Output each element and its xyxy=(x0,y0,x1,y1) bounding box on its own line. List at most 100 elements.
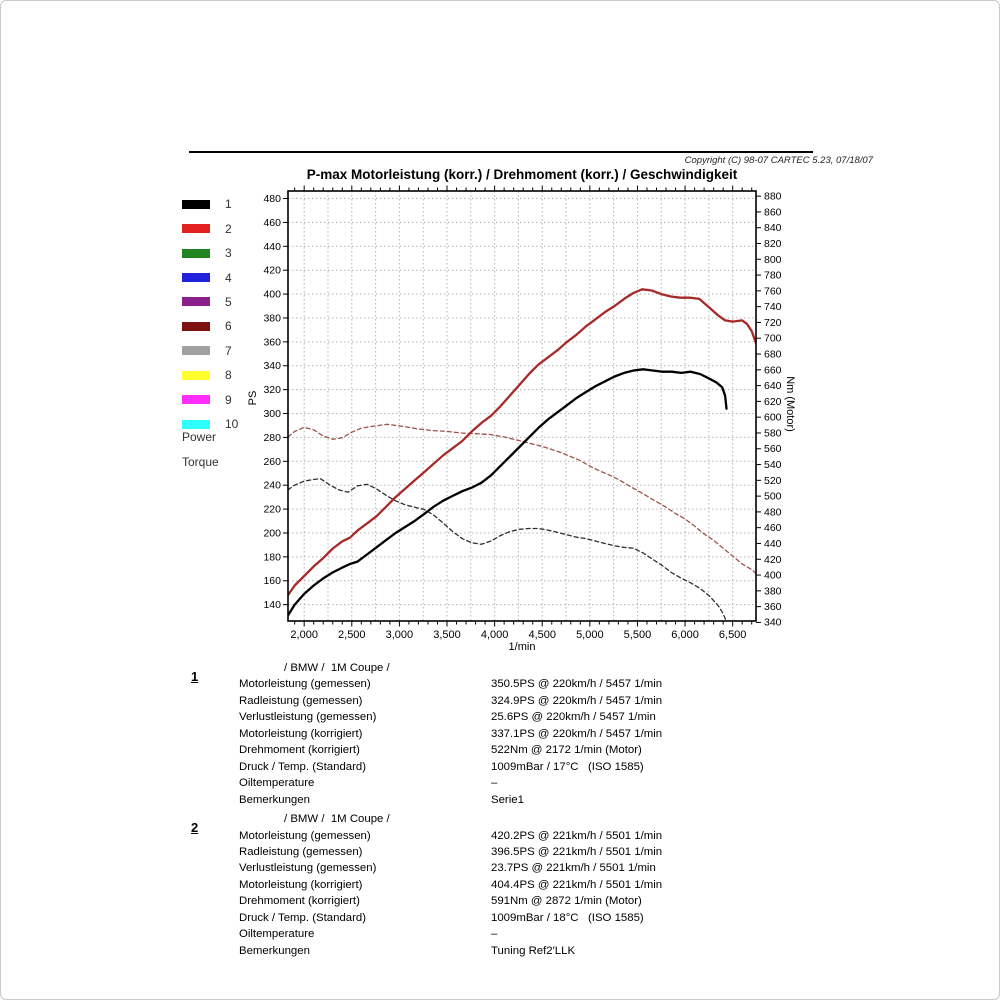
legend-item-9: 9 xyxy=(182,388,238,412)
y-right-tick-label: 520 xyxy=(764,475,782,487)
legend-item-2: 2 xyxy=(182,216,238,240)
result-value: 420.2PS @ 221km/h / 5501 1/min xyxy=(491,829,663,842)
result-value: Tuning Ref2'LLK xyxy=(491,944,576,957)
y-left-tick-label: 240 xyxy=(263,480,281,492)
y-left-tick-label: 400 xyxy=(263,289,281,301)
result-label: Bemerkungen xyxy=(239,793,310,806)
y-right-tick-label: 480 xyxy=(764,506,782,518)
gridlines xyxy=(288,191,756,621)
x-tick-label: 4,500 xyxy=(528,629,556,641)
y-right-tick-label: 780 xyxy=(764,270,782,282)
result-value: – xyxy=(491,928,498,941)
result-value: 591Nm @ 2872 1/min (Motor) xyxy=(491,895,642,908)
plot-frame xyxy=(287,190,757,622)
result-label: Oiltemperature xyxy=(239,777,315,790)
legend-number: 6 xyxy=(225,319,232,334)
legend-item-7: 7 xyxy=(182,339,238,363)
y-left-tick-label: 280 xyxy=(263,432,281,444)
x-tick-label: 5,000 xyxy=(576,629,604,641)
result-value: 522Nm @ 2172 1/min (Motor) xyxy=(491,744,642,757)
result-label: Drehmoment (korrigiert) xyxy=(239,744,360,757)
result-row: Radleistung (gemessen) 396.5PS @ 221km/h … xyxy=(1,844,999,860)
y-right-tick-label: 820 xyxy=(764,238,782,250)
y-right-tick-label: 800 xyxy=(764,254,782,266)
y-left-tick-label: 300 xyxy=(263,408,281,420)
x-tick-label: 2,000 xyxy=(290,629,318,641)
x-tick-label: 3,000 xyxy=(386,629,414,641)
y-left-tick-label: 360 xyxy=(263,336,281,348)
vehicle-header: / BMW / 1M Coupe / xyxy=(284,662,390,674)
run-number: 2 xyxy=(191,820,199,836)
result-block-2: 2 / BMW / 1M Coupe / Motorleistung (gemess… xyxy=(1,811,999,959)
result-row: Motorleistung (gemessen) 350.5PS @ 220km/… xyxy=(1,676,999,692)
legend-power-label: Power xyxy=(182,430,217,444)
result-label: Motorleistung (gemessen) xyxy=(239,829,371,842)
x-tick-label: 4,000 xyxy=(481,629,509,641)
curves xyxy=(288,288,756,621)
y-right-tick-label: 660 xyxy=(764,364,782,376)
legend-item-10: 10 xyxy=(182,412,238,436)
result-row: Druck / Temp. (Standard) 1009mBar / 18°C … xyxy=(1,910,999,926)
tick-labels: 2,000 2,500 3,000 3,500 4,000 4,500 5,000 5,500… xyxy=(263,191,781,641)
y-left-tick-label: 440 xyxy=(263,241,281,253)
x-tick-label: 6,000 xyxy=(671,629,699,641)
result-value: 396.5PS @ 221km/h / 5501 1/min xyxy=(491,845,663,858)
result-value: – xyxy=(491,777,498,790)
x-tick-label: 3,500 xyxy=(433,629,461,641)
legend-number: 2 xyxy=(225,221,232,236)
result-label: Bemerkungen xyxy=(239,944,310,957)
y-left-tick-label: 200 xyxy=(263,527,281,539)
result-label: Drehmoment (korrigiert) xyxy=(239,895,360,908)
result-value: 1009mBar / 18°C (ISO 1585) xyxy=(491,911,644,924)
result-row: Bemerkungen Tuning Ref2'LLK xyxy=(1,943,999,959)
legend-item-4: 4 xyxy=(182,265,238,289)
y-right-tick-label: 380 xyxy=(764,585,782,597)
y-right-tick-label: 640 xyxy=(764,380,782,392)
y-right-tick-label: 860 xyxy=(764,206,782,218)
result-row: Motorleistung (gemessen) 420.2PS @ 221km/… xyxy=(1,828,999,844)
result-label: Oiltemperature xyxy=(239,928,315,941)
y-right-tick-label: 620 xyxy=(764,396,782,408)
result-label: Radleistung (gemessen) xyxy=(239,694,363,707)
result-row: Druck / Temp. (Standard) 1009mBar / 17°C … xyxy=(1,759,999,775)
y-right-tick-label: 540 xyxy=(764,459,782,471)
y-right-tick-label: 360 xyxy=(764,601,782,613)
legend-number: 1 xyxy=(225,197,232,212)
legend-swatch-2 xyxy=(182,224,210,234)
y-left-tick-label: 320 xyxy=(263,384,281,396)
legend-number: 4 xyxy=(225,270,232,285)
y-axis-right-title: Nm (Motor) xyxy=(784,376,796,432)
legend-item-6: 6 xyxy=(182,314,238,338)
legend-swatch-10 xyxy=(182,419,210,429)
y-right-tick-label: 560 xyxy=(764,443,782,455)
y-right-tick-label: 760 xyxy=(764,285,782,297)
result-label: Verlustleistung (gemessen) xyxy=(239,862,377,875)
legend-swatch-8 xyxy=(182,370,210,380)
y-right-tick-label: 400 xyxy=(764,570,782,582)
result-value: 404.4PS @ 221km/h / 5501 1/min xyxy=(491,878,663,891)
y-left-tick-label: 460 xyxy=(263,217,281,229)
result-label: Motorleistung (korrigiert) xyxy=(239,878,363,891)
result-row: Drehmoment (korrigiert) 591Nm @ 2872 1/mi… xyxy=(1,893,999,909)
y-right-tick-label: 340 xyxy=(764,617,782,629)
result-row: Oiltemperature – xyxy=(1,926,999,942)
y-right-tick-label: 600 xyxy=(764,412,782,424)
legend: 1 2 3 4 5 6 7 8 9 10 xyxy=(182,192,238,436)
vehicle-header: / BMW / 1M Coupe / xyxy=(284,813,390,826)
legend-swatch-9 xyxy=(182,395,210,405)
y-right-tick-label: 680 xyxy=(764,349,782,361)
result-label: Motorleistung (korrigiert) xyxy=(239,727,363,740)
y-left-tick-label: 420 xyxy=(263,265,281,277)
y-left-tick-label: 160 xyxy=(263,575,281,587)
result-block-1: 1 / BMW / 1M Coupe / Motorleistung (gemess… xyxy=(1,660,999,808)
results-section: 1 / BMW / 1M Coupe / Motorleistung (gemess… xyxy=(1,660,999,962)
result-row: Radleistung (gemessen) 324.9PS @ 220km/h … xyxy=(1,693,999,709)
y-left-tick-label: 380 xyxy=(263,312,281,324)
result-label: Druck / Temp. (Standard) xyxy=(239,760,367,773)
y-right-tick-label: 740 xyxy=(764,301,782,313)
result-value: 337.1PS @ 220km/h / 5457 1/min xyxy=(491,727,663,740)
legend-swatch-5 xyxy=(182,297,210,307)
y-left-tick-label: 260 xyxy=(263,456,281,468)
y-left-tick-label: 480 xyxy=(263,193,281,205)
